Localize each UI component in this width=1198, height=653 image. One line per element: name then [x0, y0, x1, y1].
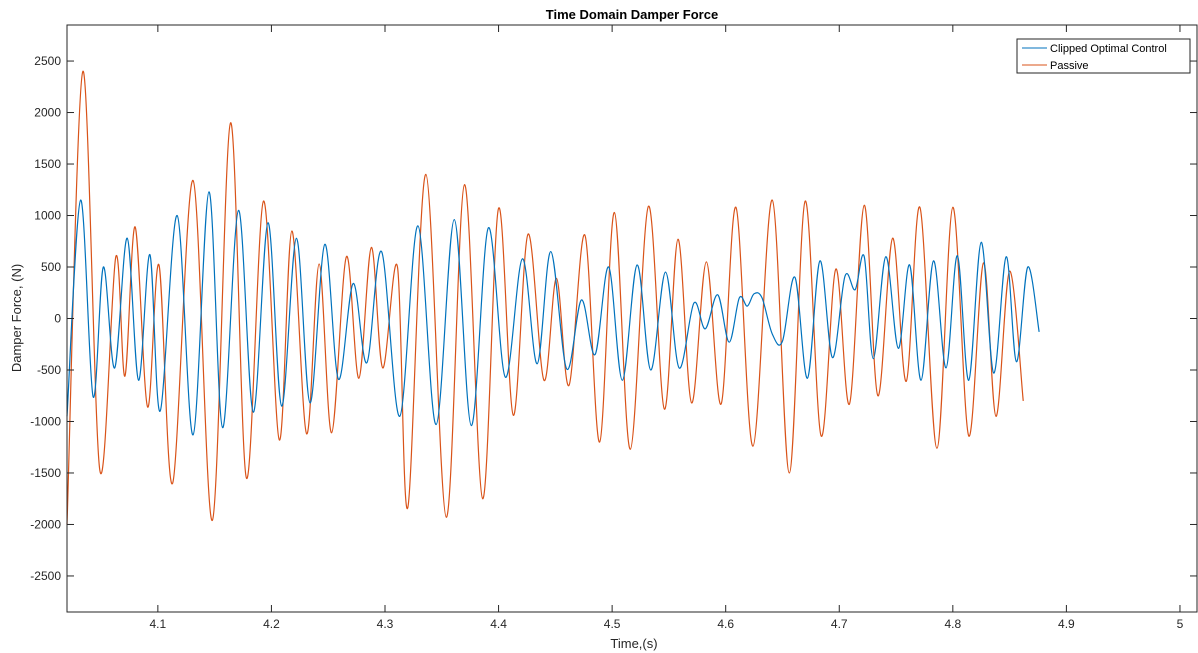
legend-label-clipped-optimal-control: Clipped Optimal Control [1050, 43, 1167, 55]
y-tick-label: 2500 [34, 54, 61, 68]
x-tick-label: 4.2 [263, 617, 280, 631]
series-layer [66, 70, 1040, 525]
y-tick-label: 1500 [34, 157, 61, 171]
y-tick-label: -2000 [30, 517, 61, 531]
series-line-passive [66, 70, 1024, 525]
legend: Clipped Optimal Control Passive [1016, 38, 1191, 74]
y-tick-label: 1000 [34, 209, 61, 223]
x-tick-label: 4.1 [150, 617, 167, 631]
x-tick-label: 4.9 [1058, 617, 1075, 631]
y-axis-label: Damper Force, (N) [9, 264, 24, 372]
y-tick-label: 500 [41, 260, 61, 274]
x-tick-label: 4.5 [604, 617, 621, 631]
x-tick-labels: 4.1 4.2 4.3 4.4 4.5 4.6 4.7 4.8 4.9 5 [150, 617, 1184, 631]
x-tick-label: 4.7 [831, 617, 848, 631]
series-line-clipped-optimal-control [66, 191, 1040, 436]
y-tick-label: -1000 [30, 414, 61, 428]
x-tick-label: 5 [1177, 617, 1184, 631]
ticks-layer [67, 25, 1197, 612]
legend-box [1016, 38, 1191, 74]
plot-area [67, 25, 1197, 612]
legend-label-passive: Passive [1050, 60, 1089, 72]
x-tick-label: 4.3 [377, 617, 394, 631]
x-tick-label: 4.6 [717, 617, 734, 631]
y-tick-label: -500 [37, 363, 61, 377]
y-tick-labels: 2500 2000 1500 1000 500 0 -500 -1000 -1500 -2000 -… [30, 54, 61, 583]
y-tick-label: -1500 [30, 466, 61, 480]
chart-title: Time Domain Damper Force [546, 7, 718, 22]
x-tick-label: 4.4 [490, 617, 507, 631]
plot-frame [66, 24, 1198, 613]
y-tick-label: 0 [54, 312, 61, 326]
y-tick-label: 2000 [34, 106, 61, 120]
x-tick-label: 4.8 [944, 617, 961, 631]
x-axis-label: Time,(s) [610, 636, 657, 651]
y-tick-label: -2500 [30, 569, 61, 583]
